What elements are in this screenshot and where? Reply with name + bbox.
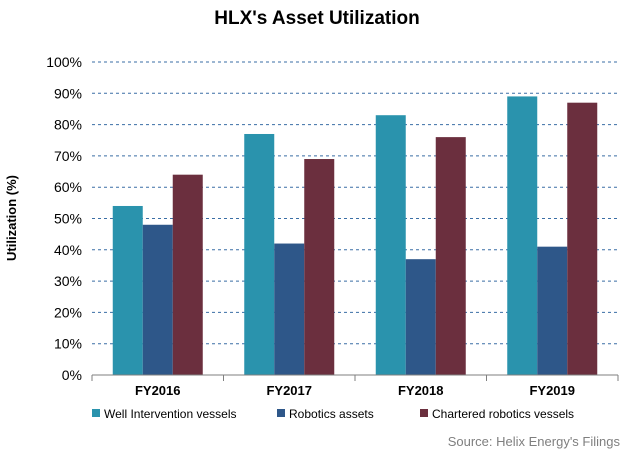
y-tick-label: 10% [54, 336, 82, 352]
bar [567, 102, 598, 375]
bar [142, 224, 173, 375]
y-tick-labels: 0% 10% 20% 30% 40% 50% 60% 70% 80% 90% 100% [46, 54, 82, 383]
bar [375, 115, 406, 376]
legend-label: Chartered robotics vessels [432, 407, 574, 421]
legend-label: Robotics assets [289, 407, 374, 421]
legend-swatch [277, 409, 285, 417]
bar [244, 133, 275, 375]
legend-label: Well Intervention vessels [104, 407, 237, 421]
bar [507, 96, 538, 376]
legend-swatch [92, 409, 100, 417]
bars [91, 96, 619, 381]
x-tick-label: FY2016 [135, 383, 181, 398]
x-tick-label: FY2018 [398, 383, 444, 398]
bar [537, 246, 568, 375]
y-tick-label: 100% [46, 54, 82, 70]
bar [274, 243, 305, 375]
y-tick-label: 70% [54, 148, 82, 164]
y-tick-label: 40% [54, 242, 82, 258]
y-tick-label: 30% [54, 273, 82, 289]
y-tick-label: 80% [54, 117, 82, 133]
y-axis-label: Utilization (%) [4, 175, 19, 261]
bar [172, 174, 203, 375]
bar [405, 259, 436, 375]
chart-title: HLX's Asset Utilization [214, 8, 419, 29]
x-tick-labels: FY2016 FY2017 FY2018 FY2019 [135, 383, 575, 398]
x-tick-label: FY2019 [529, 383, 575, 398]
bar [435, 137, 466, 375]
x-tick-label: FY2017 [266, 383, 312, 398]
y-tick-label: 20% [54, 304, 82, 320]
source-note: Source: Helix Energy's Filings [448, 434, 621, 449]
legend: Well Intervention vessels Robotics assets… [92, 407, 574, 421]
legend-swatch [420, 409, 428, 417]
bar [304, 159, 335, 375]
y-tick-label: 60% [54, 179, 82, 195]
y-tick-label: 0% [62, 367, 82, 383]
y-tick-label: 50% [54, 211, 82, 227]
y-tick-label: 90% [54, 85, 82, 101]
bar [112, 205, 143, 375]
